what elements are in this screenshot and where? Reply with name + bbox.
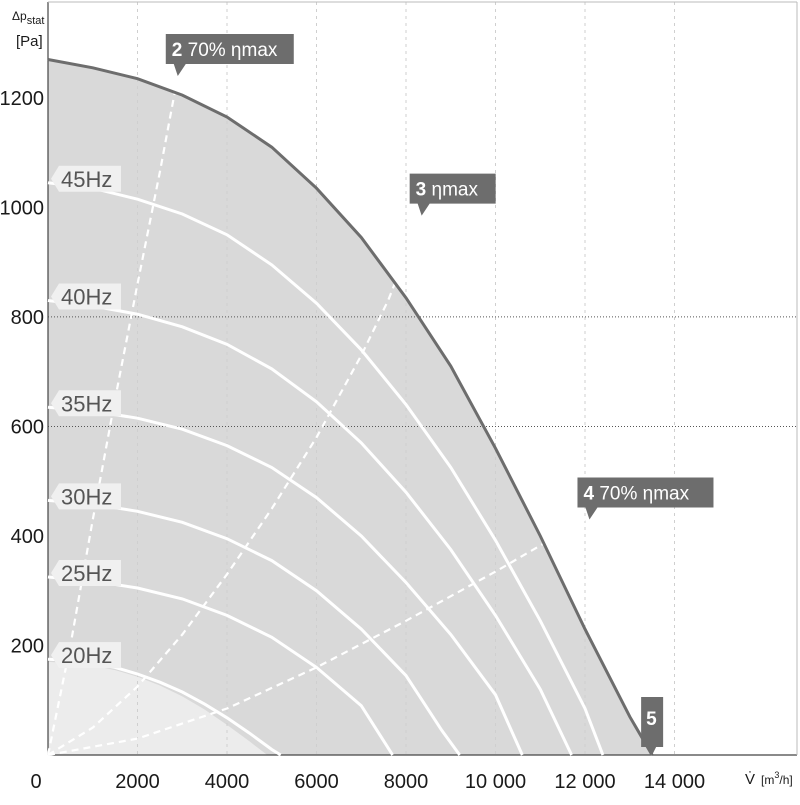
frequency-label-25hz: 25Hz (51, 560, 121, 587)
frequency-labels-group: 45Hz 40Hz 35Hz 30Hz 25Hz 20Hz (51, 165, 121, 669)
x-axis-title: V̇ [m3/h] (745, 770, 793, 788)
operating-point-label: 2 70% ηmax (172, 40, 278, 61)
speed-curve-40hz (47, 299, 573, 756)
y-tick-label: 400 (11, 526, 44, 548)
frequency-label-20hz: 20Hz (51, 642, 121, 669)
plot-frame-group (47, 1, 798, 756)
operating-point-box (577, 477, 714, 520)
y-tick-label: 1200 (0, 88, 44, 110)
gridline-group (48, 2, 797, 755)
y-axis-title-main: Δp (12, 9, 27, 23)
svg-text:Δpstat: Δpstat (12, 9, 44, 27)
frequency-label-40hz: 40Hz (51, 283, 121, 310)
operating-point-5: 5 (641, 697, 664, 755)
y-tick-label: 600 (11, 416, 44, 438)
frequency-label-text: 25Hz (61, 561, 112, 586)
frequency-label-box (51, 483, 121, 510)
x-axis-title-sup: 3 (774, 770, 779, 780)
x-tick-label: 8000 (384, 771, 429, 793)
frequency-label-45hz: 45Hz (51, 165, 121, 192)
operating-point-label: 4 70% ηmax (583, 484, 689, 505)
y-tick-label: 200 (11, 635, 44, 657)
y-tick-label: 800 (11, 307, 44, 329)
speed-curves-group (47, 181, 605, 757)
operating-point-box (641, 697, 664, 755)
y-tick-label: 1000 (0, 197, 44, 219)
x-tick-label: 4000 (205, 771, 250, 793)
operating-point-number: 4 (583, 484, 594, 505)
operating-point-label: 5 (646, 709, 657, 730)
speed-curve-30hz (47, 498, 461, 756)
y-axis-title: Δpstat [Pa] (12, 9, 44, 50)
frequency-label-box (51, 390, 121, 417)
operating-point-number: 3 (416, 180, 427, 201)
operating-point-label: 3 ηmax (416, 180, 479, 201)
operating-point-3: 3 ηmax (409, 173, 496, 216)
operating-point-text: 70% ηmax (182, 40, 278, 61)
frequency-label-35hz: 35Hz (51, 390, 121, 417)
x-axis-title-unit: [m (761, 773, 774, 787)
operating-point-number: 2 (172, 40, 183, 61)
operating-point-4: 4 70% ηmax (577, 477, 714, 520)
x-axis-title-unit-end: /h] (779, 773, 792, 787)
operating-point-text: ηmax (426, 180, 478, 201)
max-speed-curve (47, 58, 654, 756)
x-tick-label: 6000 (294, 771, 339, 793)
frequency-label-text: 20Hz (61, 643, 112, 668)
frequency-label-text: 35Hz (61, 391, 112, 416)
low-speed-area (48, 661, 268, 755)
frequency-label-text: 40Hz (61, 284, 112, 309)
efficiency-line-3 (47, 215, 423, 756)
max-curve-group (47, 58, 654, 756)
efficiency-line-4 (47, 518, 586, 757)
frequency-label-30hz: 30Hz (51, 483, 121, 510)
frequency-label-box (51, 165, 121, 192)
operating-point-number: 5 (646, 709, 657, 730)
operating-area-group (48, 59, 653, 755)
y-axis-title-sub: stat (27, 15, 45, 27)
operating-point-box (165, 33, 294, 76)
operating-point-labels-group: 2 70% ηmax 3 ηmax 4 70% ηmax 5 (165, 33, 714, 755)
operating-point-2: 2 70% ηmax (165, 33, 294, 76)
operating-point-text: 70% ηmax (594, 484, 690, 505)
frequency-label-text: 30Hz (61, 484, 112, 509)
speed-curve-45hz (47, 181, 605, 756)
tick-labels-group: 0 2000 4000 6000 8000 10 000 12 000 14 000 200 40… (0, 88, 705, 793)
x-tick-label: 2000 (115, 771, 160, 793)
x-tick-label: 14 000 (644, 771, 705, 793)
operating-point-box (409, 173, 496, 216)
operating-area (48, 59, 653, 755)
frequency-label-box (51, 560, 121, 587)
y-axis-title-unit: [Pa] (16, 33, 43, 50)
x-tick-label: 12 000 (554, 771, 615, 793)
frequency-label-text: 45Hz (61, 167, 112, 192)
x-axis-title-symbol: V̇ (745, 771, 755, 788)
svg-text:[m3/h]: [m3/h] (761, 770, 793, 787)
x-tick-label: 0 (30, 771, 41, 793)
x-tick-label: 10 000 (465, 771, 526, 793)
frequency-label-box (51, 642, 121, 669)
speed-curve-35hz (47, 405, 524, 756)
frequency-label-box (51, 283, 121, 310)
